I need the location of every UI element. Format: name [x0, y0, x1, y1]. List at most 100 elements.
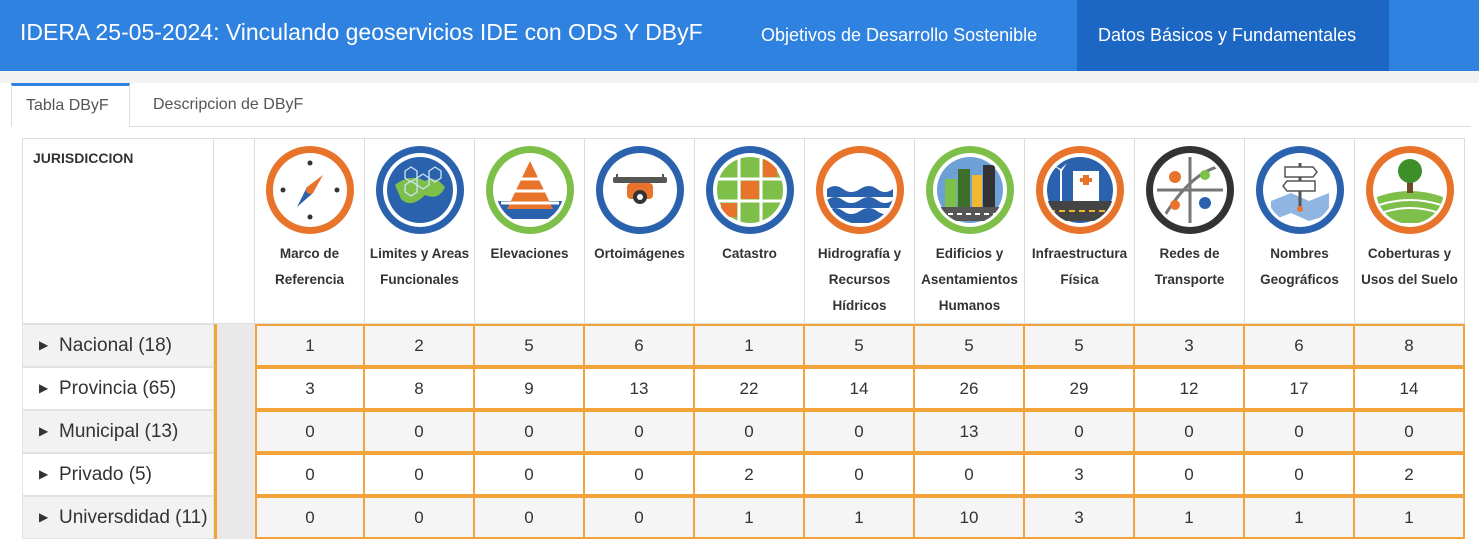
expand-triangle-icon: ▶: [39, 381, 49, 395]
value-cell[interactable]: 3: [1025, 496, 1135, 539]
value-cell[interactable]: 13: [915, 410, 1025, 453]
column-label: Elevaciones: [490, 246, 569, 261]
value-cell[interactable]: 8: [1355, 324, 1465, 367]
header-divider: [0, 71, 1479, 83]
value-cell[interactable]: 22: [695, 367, 805, 410]
tab-descripcion-dbyf[interactable]: Descripcion de DByF: [153, 96, 304, 113]
value-cell[interactable]: 0: [585, 410, 695, 453]
column-header: Coberturas y Usos del Suelo: [1355, 138, 1465, 324]
value-cell[interactable]: 1: [1135, 496, 1245, 539]
row-label: Provincia (65): [59, 378, 177, 399]
app-title[interactable]: IDERA 25-05-2024: Vinculando geoservicio…: [20, 19, 703, 45]
value-cell[interactable]: 0: [585, 453, 695, 496]
column-header: Ortoimágenes: [585, 138, 695, 324]
value-cell[interactable]: 3: [255, 367, 365, 410]
value-cell[interactable]: 8: [365, 367, 475, 410]
value-cell[interactable]: 0: [365, 453, 475, 496]
value-cell[interactable]: 0: [255, 453, 365, 496]
expand-triangle-icon: ▶: [39, 424, 49, 438]
value-cell[interactable]: 26: [915, 367, 1025, 410]
value-cell[interactable]: 1: [695, 496, 805, 539]
value-cell[interactable]: 3: [1135, 324, 1245, 367]
value-cell[interactable]: 6: [1245, 324, 1355, 367]
column-label: Hidrografía y Recursos Hídricos: [817, 246, 902, 313]
row-toggle[interactable]: ▶ Provincia (65): [22, 367, 214, 410]
value-cell[interactable]: 10: [915, 496, 1025, 539]
value-cell[interactable]: 0: [365, 410, 475, 453]
row-spacer: [214, 367, 255, 410]
value-cell[interactable]: 0: [255, 496, 365, 539]
value-cell[interactable]: 5: [805, 324, 915, 367]
value-cell[interactable]: 0: [365, 496, 475, 539]
value-cell[interactable]: 1: [695, 324, 805, 367]
value-cell[interactable]: 5: [475, 324, 585, 367]
value-cell[interactable]: 1: [1245, 496, 1355, 539]
transport-network-icon: [1145, 145, 1235, 235]
value-cell[interactable]: 5: [1025, 324, 1135, 367]
row-spacer: [214, 453, 255, 496]
column-label: Coberturas y Usos del Suelo: [1361, 246, 1458, 287]
value-cell[interactable]: 0: [1135, 410, 1245, 453]
value-cell[interactable]: 0: [1025, 410, 1135, 453]
value-cell[interactable]: 0: [475, 453, 585, 496]
column-header: Nombres Geográficos: [1245, 138, 1355, 324]
column-label: Limites y Areas Funcionales: [369, 246, 470, 287]
value-cell[interactable]: 14: [1355, 367, 1465, 410]
value-cell[interactable]: 6: [585, 324, 695, 367]
column-header: Limites y Areas Funcionales: [365, 138, 475, 324]
value-cell[interactable]: 1: [1355, 496, 1465, 539]
value-cell[interactable]: 5: [915, 324, 1025, 367]
value-cell[interactable]: 0: [475, 410, 585, 453]
expand-triangle-icon: ▶: [39, 338, 49, 352]
cadastre-parcels-icon: [705, 145, 795, 235]
value-cell[interactable]: 0: [915, 453, 1025, 496]
value-cell[interactable]: 13: [585, 367, 695, 410]
value-cell[interactable]: 0: [1355, 410, 1465, 453]
column-header: Catastro: [695, 138, 805, 324]
compass-icon: [265, 145, 355, 235]
boundaries-map-icon: [375, 145, 465, 235]
value-cell[interactable]: 0: [585, 496, 695, 539]
row-label: Municipal (13): [59, 421, 179, 442]
expand-triangle-icon: ▶: [39, 467, 49, 481]
value-cell[interactable]: 17: [1245, 367, 1355, 410]
value-cell[interactable]: 0: [1245, 410, 1355, 453]
value-cell[interactable]: 0: [475, 496, 585, 539]
column-header: Redes de Transporte: [1135, 138, 1245, 324]
row-toggle[interactable]: ▶ Privado (5): [22, 453, 214, 496]
value-cell[interactable]: 0: [255, 410, 365, 453]
nav-ods[interactable]: Objetivos de Desarrollo Sostenible: [761, 25, 1038, 45]
jurisdiccion-header: JURISDICCION: [22, 138, 214, 324]
tab-tabla-dbyf[interactable]: Tabla DByF: [11, 83, 130, 127]
value-cell[interactable]: 0: [695, 410, 805, 453]
column-header: Elevaciones: [475, 138, 585, 324]
value-cell[interactable]: 2: [365, 324, 475, 367]
value-cell[interactable]: 14: [805, 367, 915, 410]
value-cell[interactable]: 2: [695, 453, 805, 496]
city-buildings-icon: [925, 145, 1015, 235]
value-cell[interactable]: 0: [805, 410, 915, 453]
value-cell[interactable]: 0: [805, 453, 915, 496]
value-cell[interactable]: 9: [475, 367, 585, 410]
row-toggle[interactable]: ▶ Universdidad (11): [22, 496, 214, 539]
value-cell[interactable]: 29: [1025, 367, 1135, 410]
value-cell[interactable]: 1: [255, 324, 365, 367]
value-cell[interactable]: 3: [1025, 453, 1135, 496]
dbyf-table: JURISDICCION Marco de Referencia Limites …: [22, 138, 1466, 542]
water-waves-icon: [815, 145, 905, 235]
top-navbar: IDERA 25-05-2024: Vinculando geoservicio…: [0, 0, 1479, 71]
row-spacer: [214, 410, 255, 453]
value-cell[interactable]: 12: [1135, 367, 1245, 410]
value-cell[interactable]: 0: [1135, 453, 1245, 496]
column-header: Infraestructura Física: [1025, 138, 1135, 324]
value-cell[interactable]: 0: [1245, 453, 1355, 496]
row-spacer: [214, 496, 255, 539]
row-toggle[interactable]: ▶ Municipal (13): [22, 410, 214, 453]
value-cell[interactable]: 1: [805, 496, 915, 539]
signpost-icon: [1255, 145, 1345, 235]
row-toggle[interactable]: ▶ Nacional (18): [22, 324, 214, 367]
column-label: Redes de Transporte: [1154, 246, 1225, 287]
elevation-cone-icon: [485, 145, 575, 235]
value-cell[interactable]: 2: [1355, 453, 1465, 496]
nav-dbyf[interactable]: Datos Básicos y Fundamentales: [1077, 0, 1389, 71]
